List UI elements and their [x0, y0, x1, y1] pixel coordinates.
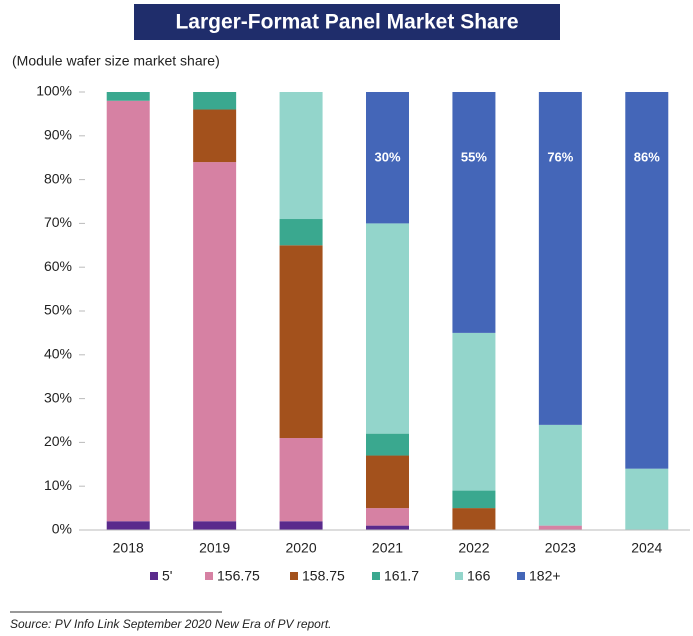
- legend-label: 156.75: [217, 568, 260, 584]
- bar-segment: [366, 455, 409, 509]
- bar-segment: [106, 521, 150, 530]
- legend-label: 161.7: [384, 568, 419, 584]
- legend-swatch: [290, 572, 298, 580]
- bar-segment: [106, 92, 150, 101]
- x-tick-label: 2021: [372, 540, 403, 556]
- x-tick-label: 2024: [631, 540, 662, 556]
- bar-segment: [538, 525, 582, 530]
- chart-subtitle: (Module wafer size market share): [12, 53, 220, 69]
- bar-segment: [452, 92, 496, 333]
- title-banner: [134, 4, 560, 40]
- value-label: 30%: [374, 149, 400, 164]
- value-label: 55%: [461, 149, 487, 164]
- x-tick-label: 2023: [545, 540, 576, 556]
- legend-swatch: [150, 572, 158, 580]
- y-tick-label: 90%: [44, 127, 72, 143]
- x-tick-label: 2019: [199, 540, 230, 556]
- bar-segment: [279, 219, 323, 246]
- bar-segment: [452, 508, 496, 530]
- bar-segment: [279, 92, 323, 220]
- bar-segment: [279, 245, 323, 439]
- value-label: 76%: [547, 149, 573, 164]
- bar-segment: [366, 433, 409, 456]
- chart-title: Larger-Format Panel Market Share: [175, 11, 518, 34]
- value-label: 86%: [634, 149, 660, 164]
- bar-segment: [538, 92, 582, 425]
- source-note: Source: PV Info Link September 2020 New …: [10, 617, 332, 631]
- legend-label: 166: [467, 568, 491, 584]
- x-tick-label: 2022: [458, 540, 489, 556]
- legend-label: 158.75: [302, 568, 345, 584]
- legend-swatch: [372, 572, 380, 580]
- legend-swatch: [455, 572, 463, 580]
- bar-segment: [193, 109, 237, 163]
- y-tick-label: 0%: [52, 521, 72, 537]
- bar-segment: [193, 162, 237, 522]
- bar-segment: [366, 525, 409, 530]
- bar-segment: [452, 332, 496, 491]
- bar-segment: [193, 92, 237, 110]
- y-tick-label: 50%: [44, 302, 72, 318]
- bar-segment: [452, 490, 496, 509]
- y-tick-label: 40%: [44, 346, 72, 362]
- y-tick-label: 30%: [44, 389, 72, 405]
- bar-segment: [366, 508, 409, 526]
- bar-segment: [279, 521, 323, 530]
- bar-segment: [538, 424, 582, 526]
- x-tick-label: 2020: [285, 540, 316, 556]
- bar-segment: [625, 92, 669, 469]
- bar-segment: [193, 521, 237, 530]
- bar-segment: [106, 100, 150, 522]
- y-tick-label: 70%: [44, 214, 72, 230]
- y-tick-label: 60%: [44, 258, 72, 274]
- y-tick-label: 20%: [44, 433, 72, 449]
- bar-segment: [366, 92, 409, 224]
- legend-label: 182+: [529, 568, 561, 584]
- x-tick-label: 2018: [113, 540, 144, 556]
- bar-segment: [366, 223, 409, 434]
- bar-segment: [625, 468, 669, 530]
- legend-swatch: [517, 572, 525, 580]
- legend-label: 5': [162, 568, 172, 584]
- y-tick-label: 80%: [44, 170, 72, 186]
- bar-segment: [279, 438, 323, 522]
- y-tick-label: 10%: [44, 477, 72, 493]
- legend-swatch: [205, 572, 213, 580]
- y-tick-label: 100%: [36, 83, 72, 99]
